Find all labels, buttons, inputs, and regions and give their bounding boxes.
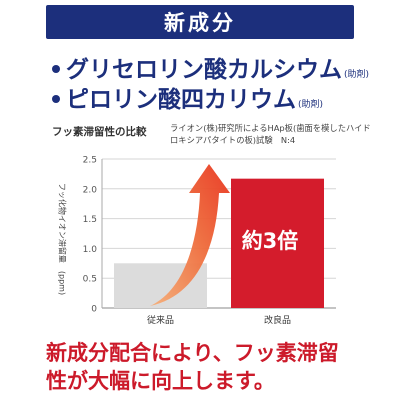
title-banner: 新成分 bbox=[46, 5, 354, 39]
ingredient-item: グリセロリン酸カルシウム (助剤) bbox=[52, 56, 369, 89]
bullet-icon bbox=[52, 64, 60, 73]
y-tick-label: 2.0 bbox=[83, 185, 98, 195]
banner-title: 新成分 bbox=[164, 11, 236, 35]
ingredient-item: ピロリン酸四カリウム (助剤) bbox=[52, 86, 323, 119]
bullet-icon bbox=[52, 94, 60, 103]
y-tick-label: 1.5 bbox=[83, 215, 97, 225]
growth-arrow-icon bbox=[150, 164, 230, 306]
y-tick-label: 2.5 bbox=[83, 156, 97, 166]
ingredient-note: (助剤) bbox=[298, 100, 324, 110]
x-tick-label: 改良品 bbox=[264, 314, 291, 326]
chart-title: フッ素滞留性の比較 bbox=[52, 126, 147, 138]
chart-caption: ライオン(株)研究所によるHAp板(歯面を模したハイドロキシアパタイトの板)試験… bbox=[170, 123, 371, 145]
bar bbox=[231, 178, 324, 308]
ingredient-name: ピロリン酸四カリウム bbox=[66, 87, 296, 113]
bar-annotation: 約3倍 bbox=[242, 229, 299, 253]
summary-line: 新成分配合により、フッ素滞留 bbox=[46, 341, 339, 365]
ingredient-note: (助剤) bbox=[344, 70, 370, 80]
y-tick-label: 0.5 bbox=[83, 275, 97, 285]
summary-text: 新成分配合により、フッ素滞留 性が大幅に向上します。 bbox=[46, 339, 366, 395]
y-tick-label: 0 bbox=[91, 305, 97, 315]
y-tick-label: 1.0 bbox=[83, 245, 98, 255]
x-tick-label: 従来品 bbox=[147, 314, 174, 326]
summary-line: 性が大幅に向上します。 bbox=[46, 369, 275, 393]
ingredient-name: グリセロリン酸カルシウム bbox=[66, 57, 342, 83]
